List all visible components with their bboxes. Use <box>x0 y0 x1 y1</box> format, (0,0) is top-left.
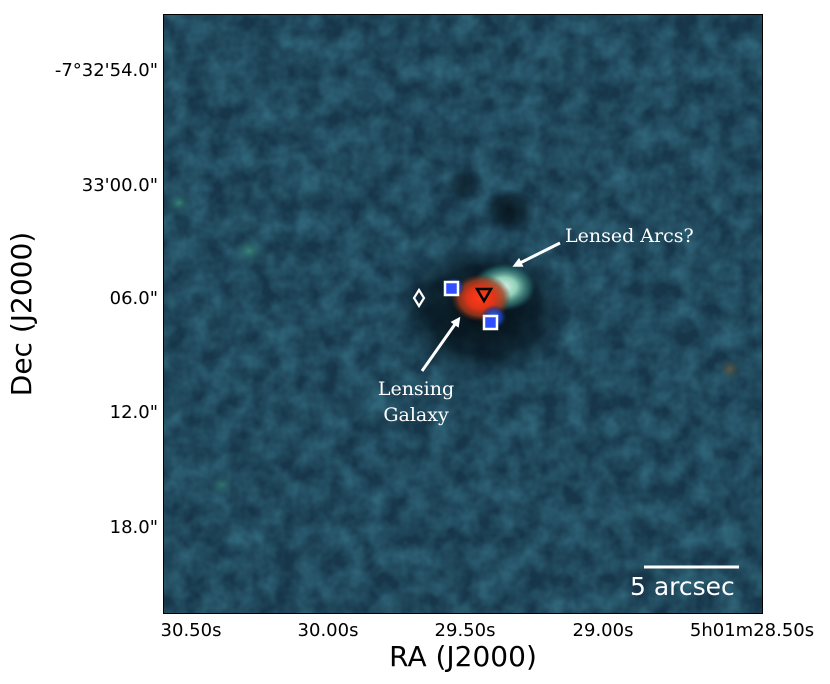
x-tick-label: 29.50s <box>434 620 496 641</box>
diamond-marker <box>412 287 426 309</box>
lensing-galaxy-label-line1: Lensing <box>377 378 455 400</box>
x-axis-label: RA (J2000) <box>389 640 537 673</box>
galaxy-arrow <box>420 316 461 372</box>
y-tick-label: -7°32'54.0" <box>54 60 158 81</box>
image-canvas <box>164 15 762 613</box>
dark-patch <box>481 188 537 232</box>
square-marker <box>482 314 499 331</box>
y-tick-label: 06.0" <box>109 288 158 309</box>
lensed-arcs-label: Lensed Arcs? <box>565 225 694 247</box>
y-tick-label: 18.0" <box>109 517 158 538</box>
x-tick-label: 5h01m28.50s <box>689 620 815 641</box>
triangle-marker <box>474 287 494 304</box>
y-tick-label: 33'00.0" <box>81 175 158 196</box>
x-tick-label: 30.50s <box>160 620 222 641</box>
x-tick-label: 30.00s <box>297 620 359 641</box>
dark-patch <box>444 167 484 203</box>
x-tick-label: 29.00s <box>572 620 634 641</box>
arcs-arrow <box>512 241 561 267</box>
faint-source <box>165 191 193 215</box>
lensing-galaxy-label: Lensing Galaxy <box>378 376 454 428</box>
lensing-galaxy-label-line2: Galaxy <box>383 404 449 426</box>
y-axis-label: Dec (J2000) <box>5 231 38 397</box>
scale-bar-label: 5 arcsec <box>630 572 735 601</box>
square-marker <box>443 280 460 297</box>
faint-source <box>718 357 742 381</box>
faint-source <box>208 473 236 497</box>
faint-source <box>233 237 265 265</box>
astronomical-image <box>163 14 763 614</box>
y-tick-label: 12.0" <box>109 402 158 423</box>
